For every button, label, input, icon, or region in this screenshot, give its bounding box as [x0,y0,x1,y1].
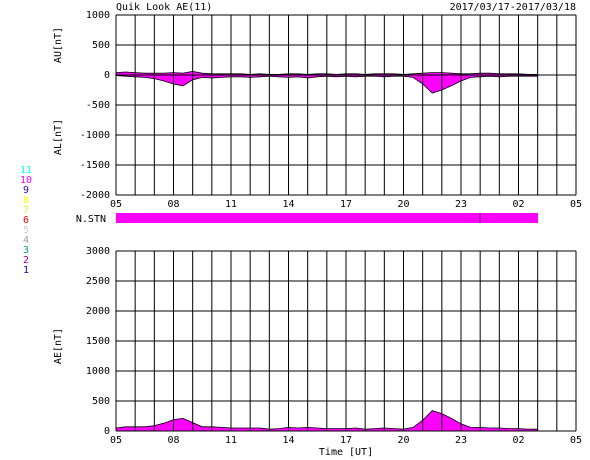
station-legend-label: 7 [23,205,29,216]
date-range: 2017/03/17-2017/03/18 [450,2,576,13]
y-tick-label: 1000 [86,366,110,377]
station-legend-label: 10 [20,175,32,186]
x-tick-label: 08 [167,199,179,210]
y-axis-title: AL[nT] [53,119,64,155]
x-tick-label: 05 [110,199,122,210]
x-tick-label: 14 [282,199,294,210]
y-axis-title: AE[nT] [53,328,64,364]
x-tick-label: 05 [570,199,582,210]
y-tick-label: 2500 [86,276,110,287]
chart-title: Quik Look AE(11) [116,2,212,13]
station-legend-label: 11 [20,165,32,176]
station-legend-label: 8 [23,195,29,206]
x-tick-label: 17 [340,435,352,446]
x-axis-title: Time [UT] [319,447,373,458]
y-tick-label: 1000 [86,10,110,21]
y-tick-label: 2000 [86,306,110,317]
y-tick-label: 0 [104,426,110,437]
x-tick-label: 14 [282,435,294,446]
area [116,410,538,431]
station-legend-label: 3 [23,245,29,256]
x-tick-label: 11 [225,199,237,210]
station-legend-label: 9 [23,185,29,196]
station-legend-label: 5 [23,225,29,236]
y-tick-label: 500 [92,396,110,407]
y-axis-title: AU[nT] [53,27,64,63]
x-tick-label: 20 [397,199,409,210]
x-tick-label: 17 [340,199,352,210]
station-legend-label: 2 [23,255,29,266]
station-label: N.STN [76,214,106,225]
area [116,75,538,93]
x-tick-label: 05 [110,435,122,446]
y-tick-label: 1500 [86,336,110,347]
x-tick-label: 02 [512,435,524,446]
x-tick-label: 20 [397,435,409,446]
y-tick-label: 500 [92,40,110,51]
y-tick-label: 0 [104,70,110,81]
x-tick-label: 23 [455,199,467,210]
x-tick-label: 08 [167,435,179,446]
station-legend-label: 4 [23,235,29,246]
y-tick-label: -500 [86,100,110,111]
x-tick-label: 05 [570,435,582,446]
station-bar [116,213,538,223]
x-tick-label: 23 [455,435,467,446]
station-legend-label: 6 [23,215,29,226]
y-tick-label: 3000 [86,246,110,257]
y-tick-label: -1500 [80,160,110,171]
x-tick-label: 11 [225,435,237,446]
station-legend-label: 1 [23,265,29,276]
y-tick-label: -2000 [80,190,110,201]
x-tick-label: 02 [512,199,524,210]
y-tick-label: -1000 [80,130,110,141]
